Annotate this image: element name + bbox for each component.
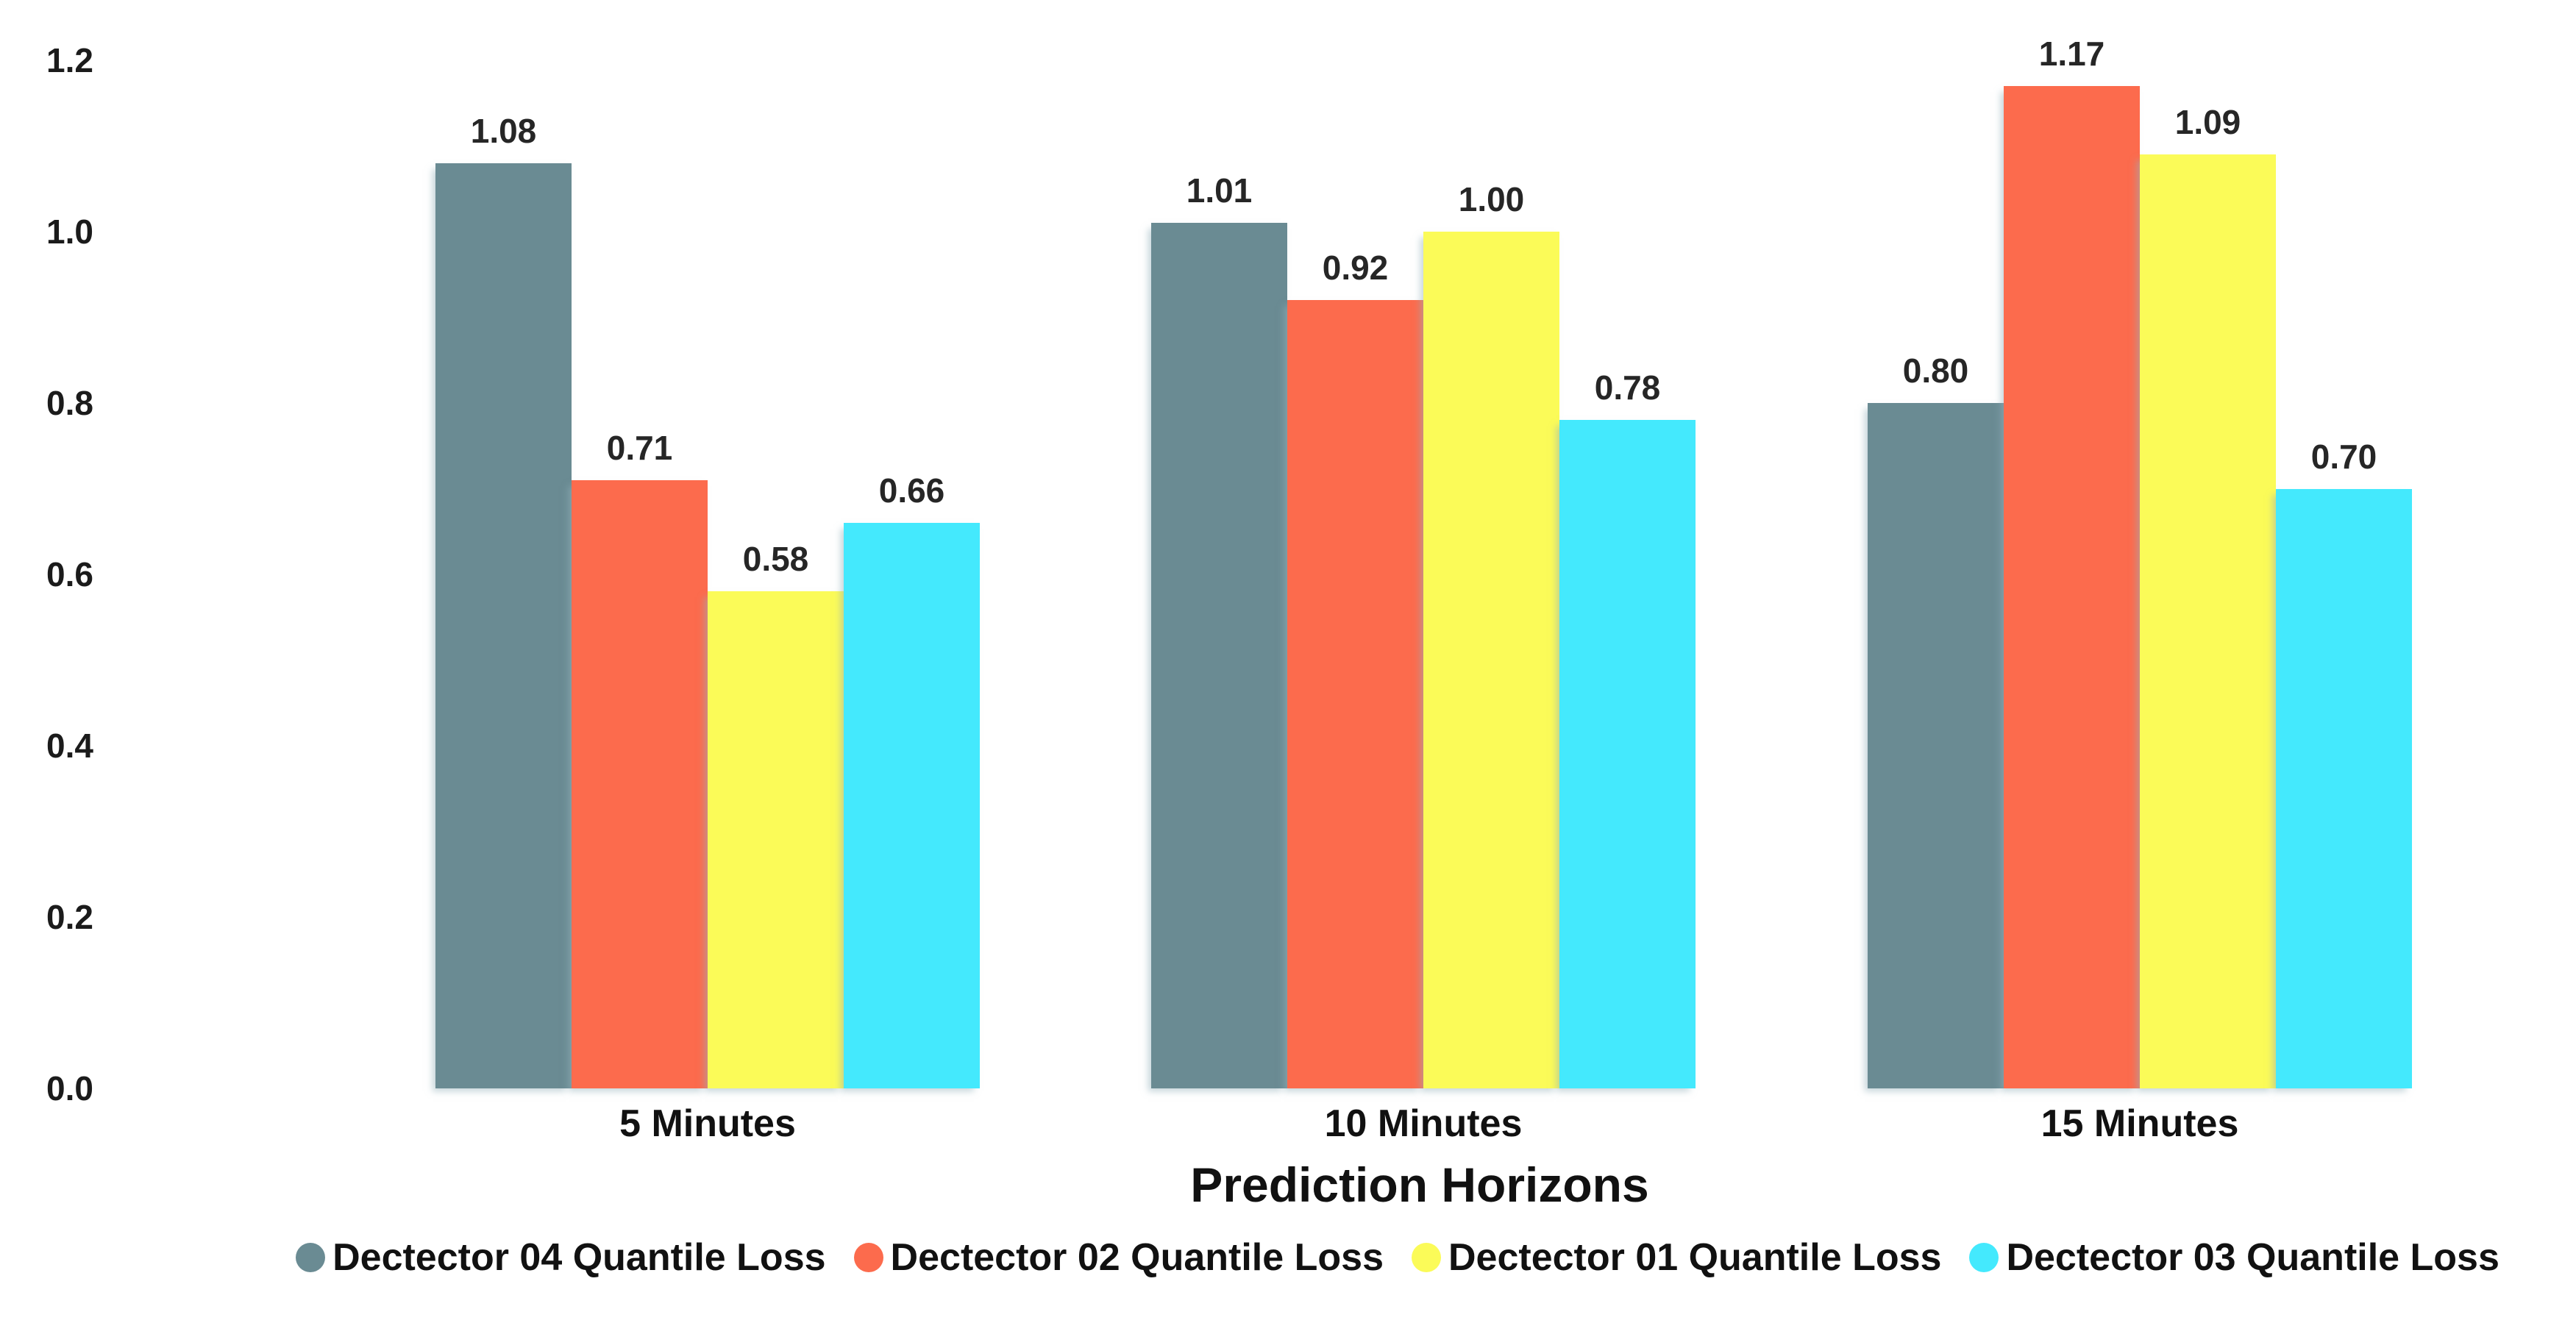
y-tick-label-0.4: 0.4 (46, 727, 93, 765)
data-label-0.92: 0.92 (1310, 246, 1401, 290)
bar-series1-5-minutes (435, 163, 572, 1088)
y-tick-label-0.2: 0.2 (46, 898, 93, 936)
y-tick-label-1.2: 1.2 (46, 41, 93, 79)
legend-item-series3: Dectector 01 Quantile Loss (1412, 1235, 1941, 1280)
y-tick-label-0.6: 0.6 (46, 555, 93, 593)
data-label-1.09: 1.09 (2163, 100, 2253, 145)
legend-dot-icon (853, 1243, 883, 1272)
x-axis-title: Prediction Horizons (1190, 1158, 1649, 1212)
data-label-0.71: 0.71 (594, 425, 685, 470)
data-label-0.66: 0.66 (867, 468, 957, 513)
bar-series1-10-minutes (1151, 223, 1287, 1088)
data-label-0.78: 0.78 (1582, 365, 1673, 410)
bar-series2-5-minutes (572, 479, 708, 1088)
legend-item-series2: Dectector 02 Quantile Loss (853, 1235, 1384, 1280)
bar-series4-15-minutes (2276, 488, 2412, 1088)
data-label-1.17: 1.17 (2027, 31, 2117, 76)
data-label-1.01: 1.01 (1174, 168, 1264, 213)
bar-series2-15-minutes (2004, 85, 2140, 1088)
legend-label: Dectector 02 Quantile Loss (890, 1236, 1384, 1279)
legend: Dectector 04 Quantile Loss Dectector 02 Q… (0, 1234, 2576, 1281)
bar-series2-10-minutes (1287, 300, 1423, 1088)
legend-dot-icon (1412, 1243, 1441, 1272)
data-label-1.00: 1.00 (1446, 177, 1537, 221)
bar-series1-15-minutes (1868, 403, 2004, 1088)
x-category-label-10-minutes: 10 Minutes (1324, 1102, 1523, 1145)
y-tick-label-1.0: 1.0 (46, 213, 93, 251)
y-tick-label-0.0: 0.0 (46, 1069, 93, 1107)
bar-series4-5-minutes (844, 523, 980, 1088)
legend-dot-icon (1969, 1243, 1999, 1272)
legend-dot-icon (296, 1243, 326, 1272)
bar-series3-15-minutes (2140, 154, 2276, 1088)
bar-series4-10-minutes (1559, 420, 1696, 1088)
y-tick-label-0.8: 0.8 (46, 384, 93, 422)
legend-item-series4: Dectector 03 Quantile Loss (1969, 1235, 2499, 1280)
legend-label: Dectector 04 Quantile Loss (332, 1236, 826, 1279)
x-category-label-5-minutes: 5 Minutes (619, 1102, 796, 1145)
x-category-label-15-minutes: 15 Minutes (2040, 1102, 2239, 1145)
bar-series3-10-minutes (1423, 232, 1559, 1088)
bar-series3-5-minutes (708, 591, 844, 1088)
legend-item-series1: Dectector 04 Quantile Loss (296, 1235, 826, 1280)
data-label-1.08: 1.08 (458, 108, 549, 153)
legend-label: Dectector 03 Quantile Loss (2006, 1236, 2499, 1279)
data-label-0.70: 0.70 (2299, 434, 2389, 479)
data-label-0.58: 0.58 (730, 537, 821, 582)
legend-label: Dectector 01 Quantile Loss (1448, 1236, 1942, 1279)
data-label-0.80: 0.80 (1890, 349, 1981, 393)
